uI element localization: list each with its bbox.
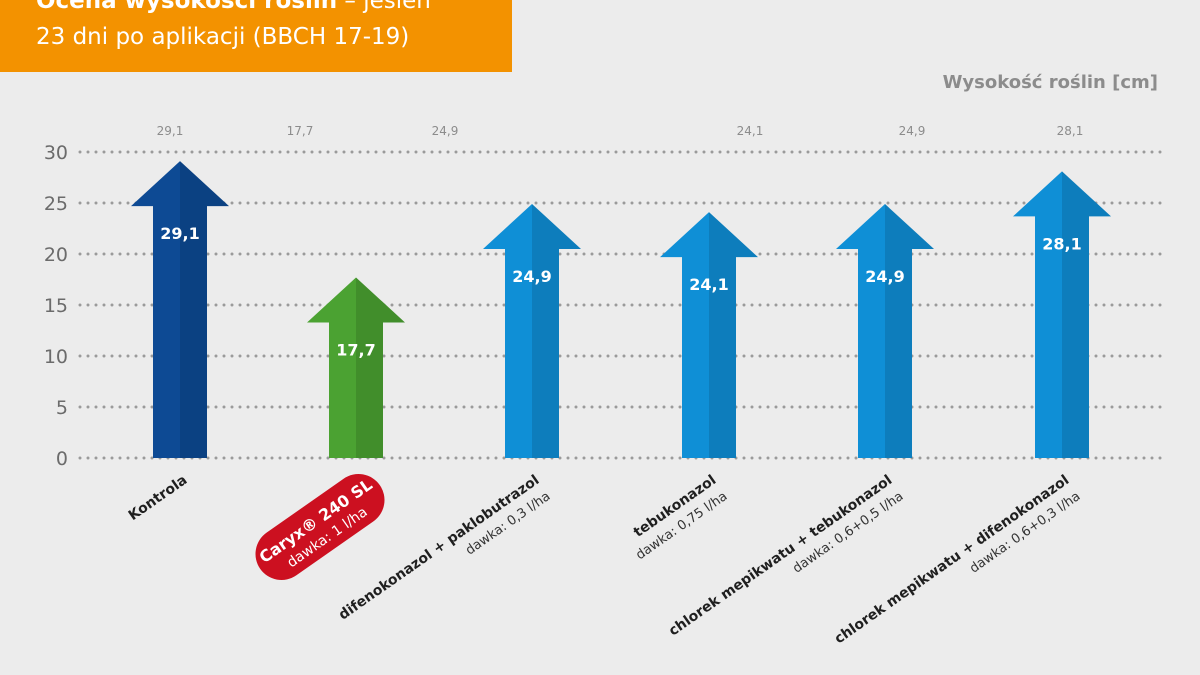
chart-subtitle: 23 dni po aplikacji (BBCH 17-19) <box>36 24 410 50</box>
chart-title-season: – jesień <box>337 0 431 14</box>
bar-value-label: 24,1 <box>689 275 728 294</box>
bar-value-label: 24,9 <box>865 267 904 286</box>
bar-arrow <box>660 212 758 458</box>
top-value-label: 28,1 <box>1057 124 1084 138</box>
highlight-badge-bg <box>255 474 385 580</box>
bar-value-label: 24,9 <box>512 267 551 286</box>
bar-arrow <box>483 204 581 458</box>
chart-title-box: Ocena wysokości roślin – jesień 23 dni p… <box>0 0 512 72</box>
bar-value-label: 29,1 <box>160 224 199 243</box>
bar-arrow <box>836 204 934 458</box>
y-axis-title: Wysokość roślin [cm] <box>942 72 1158 93</box>
bar-arrow-shade <box>532 204 581 458</box>
y-tick-label: 5 <box>56 397 68 419</box>
category-label: Kontrola <box>126 472 191 524</box>
top-value-label: 24,1 <box>737 124 764 138</box>
y-tick-label: 25 <box>44 193 68 215</box>
top-value-label: 29,1 <box>157 124 184 138</box>
bar-arrow <box>307 277 405 458</box>
y-tick-label: 20 <box>44 244 68 266</box>
top-value-label: 24,9 <box>899 124 926 138</box>
bar-arrow-shade <box>885 204 934 458</box>
bar-value-label: 17,7 <box>336 340 375 359</box>
bar-arrow <box>131 161 229 458</box>
chart-title-bold: Ocena wysokości roślin <box>36 0 338 14</box>
bar-arrow-shade <box>1062 171 1111 458</box>
y-tick-label: 15 <box>44 295 68 317</box>
bar-value-label: 28,1 <box>1042 234 1081 253</box>
y-tick-label: 10 <box>44 346 68 368</box>
bar-arrow <box>1013 171 1111 458</box>
y-tick-label: 30 <box>44 142 68 164</box>
bar-arrow-shade <box>356 277 405 458</box>
bar-arrow-shade <box>180 161 229 458</box>
top-value-label: 24,9 <box>432 124 459 138</box>
chart-title: Ocena wysokości roślin – jesień <box>36 0 431 14</box>
y-tick-label: 0 <box>56 448 68 470</box>
bar-arrow-shade <box>709 212 758 458</box>
top-value-label: 17,7 <box>287 124 314 138</box>
